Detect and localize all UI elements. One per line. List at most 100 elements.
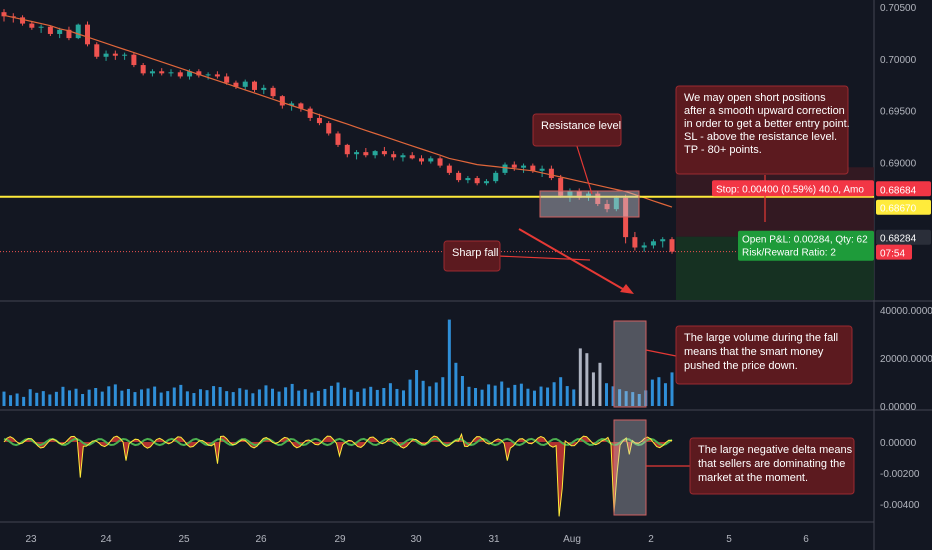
stop-label-text: Stop: 0.00400 (0.59%) 40.0, Amo	[716, 184, 864, 195]
candle-body	[381, 151, 387, 155]
candle-body	[122, 54, 128, 56]
volume-bar	[212, 386, 216, 406]
sharp-fall-pointer	[497, 255, 591, 261]
volume-bar	[585, 353, 589, 406]
price-axis[interactable]: 0.70500 0.70000 0.69500 0.69000 40000.00000 2…	[880, 3, 932, 511]
volume-bar	[140, 389, 144, 406]
volume-bar	[454, 362, 458, 406]
volume-bar	[356, 391, 360, 406]
candle-body	[502, 164, 508, 173]
delta-note-text: that sellers are dominating the	[698, 458, 845, 470]
candle-body	[85, 24, 90, 45]
volume-bar	[506, 387, 510, 406]
volume-bar	[74, 388, 78, 406]
volume-bar	[271, 388, 275, 406]
volume-bar	[179, 384, 183, 406]
candle-body	[103, 53, 109, 57]
candle-body	[363, 152, 369, 156]
short-plan-note-text: TP - 80+ points.	[684, 144, 762, 156]
volume-bar	[605, 383, 609, 406]
candle-body	[354, 152, 360, 155]
candle-body	[641, 245, 647, 248]
target-label: Open P&L: 0.00284, Qty: 62 Risk/Reward R…	[738, 230, 874, 261]
candle-body	[456, 172, 462, 181]
candle-body	[261, 87, 267, 90]
candle-body	[205, 74, 211, 76]
candle-body	[131, 54, 137, 66]
candle-body	[168, 72, 174, 74]
volume-bar	[310, 392, 314, 406]
delta-tick-label: -0.00400	[880, 500, 920, 511]
candle-body	[1, 12, 7, 17]
volume-bar	[493, 385, 497, 406]
delta-indicator	[3, 432, 673, 517]
candle-body	[539, 168, 545, 171]
candle-body	[279, 96, 285, 106]
delta-note-box	[689, 437, 855, 495]
candle-body	[224, 76, 230, 83]
price-tick-label: 0.70500	[880, 3, 917, 14]
stop-label-box	[712, 180, 874, 197]
volume-bar	[113, 384, 117, 406]
volume-bar	[126, 388, 130, 406]
volume-bar	[467, 386, 471, 406]
volume-bar	[513, 384, 517, 406]
resistance-price-tag-box	[876, 199, 931, 215]
candle-body	[437, 158, 443, 166]
candle-body	[94, 44, 100, 57]
volume-bar	[2, 391, 6, 406]
volume-bar	[539, 386, 543, 406]
volume-bar	[500, 381, 504, 406]
resistance-highlight	[539, 190, 640, 218]
volume-bar	[264, 385, 268, 406]
volume-bar	[415, 370, 419, 406]
volume-bar	[375, 389, 379, 406]
stop-price-tag-text: 0.68684	[880, 185, 917, 196]
target-label-text: Open P&L: 0.00284, Qty: 62	[742, 235, 868, 246]
volume-bar	[460, 376, 464, 406]
volume-bar	[100, 391, 104, 406]
time-axis[interactable]: 23 24 25 26 29 30 31 Aug 2 5 6	[25, 534, 809, 545]
volume-bar	[552, 382, 556, 406]
volume-bar	[87, 389, 91, 406]
volume-bar	[153, 386, 157, 406]
candle-body	[604, 203, 610, 210]
candle-body	[307, 108, 313, 118]
volume-bar	[198, 389, 202, 406]
target-price-tag-text: 0.68284	[880, 234, 917, 245]
delta-highlight	[613, 419, 647, 516]
candle-body	[149, 71, 155, 74]
time-tick-label: 5	[726, 534, 732, 545]
candle-body	[483, 181, 489, 184]
volume-bar	[480, 389, 484, 406]
volume-bar	[192, 393, 196, 406]
annotation-notes: Resistance level Sharp fall We may open sh…	[443, 85, 855, 495]
candle-body	[613, 197, 619, 210]
short-plan-note-text: after a smooth upward correction	[684, 105, 845, 117]
volume-note-text: The large volume during the fall	[684, 332, 838, 344]
volume-bar	[532, 390, 536, 406]
candle-body	[428, 158, 434, 162]
candle-timer-tag: 07:54	[876, 244, 912, 260]
volume-bar	[329, 385, 333, 406]
volume-bar	[15, 393, 19, 406]
candle-body	[409, 155, 415, 159]
volume-bar	[663, 383, 667, 406]
candle-body	[326, 123, 332, 134]
time-tick-label: 29	[334, 534, 346, 545]
candle-body	[20, 17, 26, 24]
volume-bar	[185, 391, 189, 406]
volume-bar	[61, 386, 65, 406]
volume-bar	[284, 387, 288, 406]
volume-bar	[565, 386, 569, 406]
volume-tick-label: 20000.00000	[880, 354, 932, 365]
time-tick-label: 6	[803, 534, 809, 545]
volume-bar	[624, 391, 628, 406]
volume-bar	[526, 388, 530, 406]
price-tags: Stop: 0.00400 (0.59%) 40.0, Amo 0.68684 0.…	[712, 180, 931, 261]
volume-pointer	[645, 349, 677, 357]
candle-body	[177, 72, 183, 77]
volume-bar	[67, 390, 71, 406]
sharp-fall-note: Sharp fall	[443, 240, 501, 272]
volume-bars	[2, 319, 674, 406]
